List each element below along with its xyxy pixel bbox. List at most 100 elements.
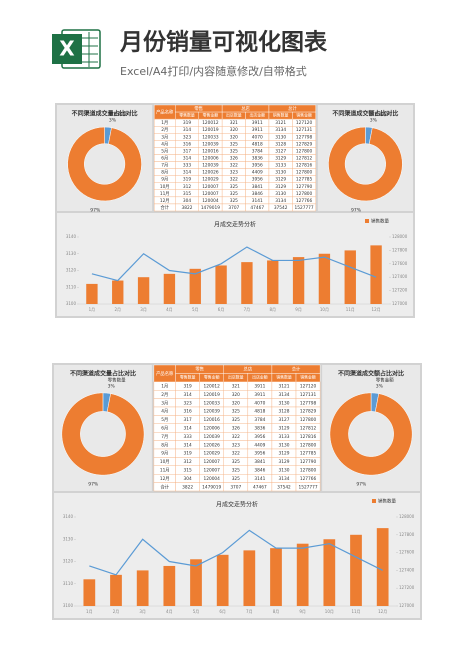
- y2-tick-label: 127600: [392, 261, 408, 266]
- cell-text: 127766: [296, 198, 313, 204]
- cell-text: 323: [232, 442, 240, 448]
- cell-text: 3129: [275, 184, 286, 190]
- bar: [136, 570, 149, 606]
- cell-text: 合计: [160, 204, 169, 211]
- bar: [216, 554, 229, 606]
- cell-text: 127790: [296, 184, 313, 190]
- y2-tick-label: 127800: [399, 532, 415, 537]
- y-tick-label: 3130: [63, 536, 74, 541]
- donut-title: 不同渠道成交量占比对比: [72, 110, 138, 118]
- donut-title: 不同渠道成交额占比对比: [338, 370, 404, 378]
- legend-swatch: [372, 499, 376, 503]
- cell-text: 127798: [300, 400, 317, 406]
- cell-text: 3911: [252, 120, 263, 126]
- cell-text: 120012: [204, 384, 221, 390]
- cell-text: 3841: [254, 459, 265, 465]
- cell-text: 120004: [202, 198, 219, 204]
- x-tick-label: 6月: [218, 307, 225, 312]
- y-tick-label: 3120: [63, 559, 74, 564]
- cell-text: 325: [230, 191, 238, 197]
- cell-text: 322: [230, 163, 238, 169]
- cell-text: 312: [184, 459, 192, 465]
- donut-slice: [61, 392, 145, 476]
- bar: [137, 277, 150, 304]
- cell-text: 47467: [250, 205, 264, 211]
- cell-text: 127800: [296, 191, 313, 197]
- chart-title: 月成交走势分析: [214, 221, 256, 229]
- cell-text: 127785: [296, 177, 313, 183]
- cell-text: 1527777: [298, 484, 317, 490]
- x-tick-label: 3月: [139, 609, 146, 614]
- donut-slice: [67, 126, 142, 202]
- cell-text: 127120: [296, 120, 313, 126]
- header-text: 销售数量: [276, 375, 292, 380]
- cell-text: 120033: [202, 134, 219, 140]
- cell-text: 325: [230, 141, 238, 147]
- x-tick-label: 4月: [166, 307, 173, 312]
- x-tick-label: 7月: [246, 609, 253, 614]
- cell-text: 3130: [275, 191, 286, 197]
- cell-text: 3130: [279, 400, 290, 406]
- cell-text: 120007: [202, 184, 219, 190]
- excel-icon: X: [52, 29, 101, 69]
- y-tick-label: 3120: [66, 268, 77, 273]
- header-text: 销售金额: [300, 375, 316, 380]
- cell-text: 127131: [296, 127, 313, 133]
- bar: [370, 245, 382, 304]
- slice-value: 3%: [108, 384, 116, 390]
- icon-label: X: [59, 37, 75, 61]
- header-text: 出店数量: [228, 375, 244, 380]
- cell-text: 312: [183, 184, 191, 190]
- cell-text: 127800: [296, 170, 313, 176]
- slice-label: 零售金额: [370, 111, 388, 118]
- x-tick-label: 5月: [192, 307, 199, 312]
- cell-text: 322: [232, 434, 240, 440]
- cell-text: 3月: [161, 134, 168, 140]
- cell-text: 3121: [279, 384, 290, 390]
- cell-text: 127790: [300, 459, 317, 465]
- cell-text: 3846: [254, 468, 265, 474]
- bar: [189, 268, 201, 304]
- cell-text: 127800: [296, 148, 313, 154]
- cell-text: 325: [232, 468, 240, 474]
- cell-text: 3129: [279, 426, 290, 432]
- donut-slice: [328, 126, 403, 202]
- header-text: 总计: [288, 105, 297, 112]
- cell-text: 120016: [202, 148, 219, 154]
- cell-text: 323: [230, 170, 238, 176]
- bar: [296, 543, 309, 606]
- slice-value: 3%: [376, 384, 384, 390]
- cell-text: 8月: [161, 442, 168, 448]
- cell-text: 326: [232, 426, 240, 432]
- cell-text: 11月: [160, 191, 170, 197]
- header-text: 零售: [195, 366, 204, 373]
- cell-text: 320: [230, 127, 238, 133]
- cell-text: 7月: [161, 163, 168, 169]
- cell-text: 1479019: [201, 205, 220, 211]
- cell-text: 120019: [204, 392, 221, 398]
- cell-text: 10月: [160, 459, 170, 465]
- cell-text: 3784: [252, 148, 263, 154]
- cell-text: 37542: [274, 205, 288, 211]
- cell-text: 2月: [161, 392, 168, 398]
- cell-text: 12月: [160, 198, 170, 204]
- cell-text: 3134: [279, 392, 290, 398]
- cell-text: 4月: [161, 409, 168, 415]
- bar: [318, 253, 331, 304]
- cell-text: 120019: [202, 127, 219, 133]
- cell-text: 120039: [204, 434, 221, 440]
- cell-text: 120026: [204, 442, 221, 448]
- cell-text: 3707: [228, 205, 239, 211]
- cell-text: 127829: [300, 409, 317, 415]
- cell-text: 120029: [204, 451, 221, 457]
- cell-text: 3130: [275, 170, 286, 176]
- x-tick-label: 9月: [295, 307, 302, 312]
- cell-text: 5月: [161, 417, 168, 423]
- cell-text: 127766: [300, 476, 317, 482]
- cell-text: 316: [183, 141, 191, 147]
- cell-text: 120012: [202, 120, 219, 126]
- cell-text: 3129: [279, 459, 290, 465]
- cell-text: 314: [184, 426, 192, 432]
- cell-text: 3956: [254, 434, 265, 440]
- chart-title: 月成交走势分析: [216, 501, 258, 509]
